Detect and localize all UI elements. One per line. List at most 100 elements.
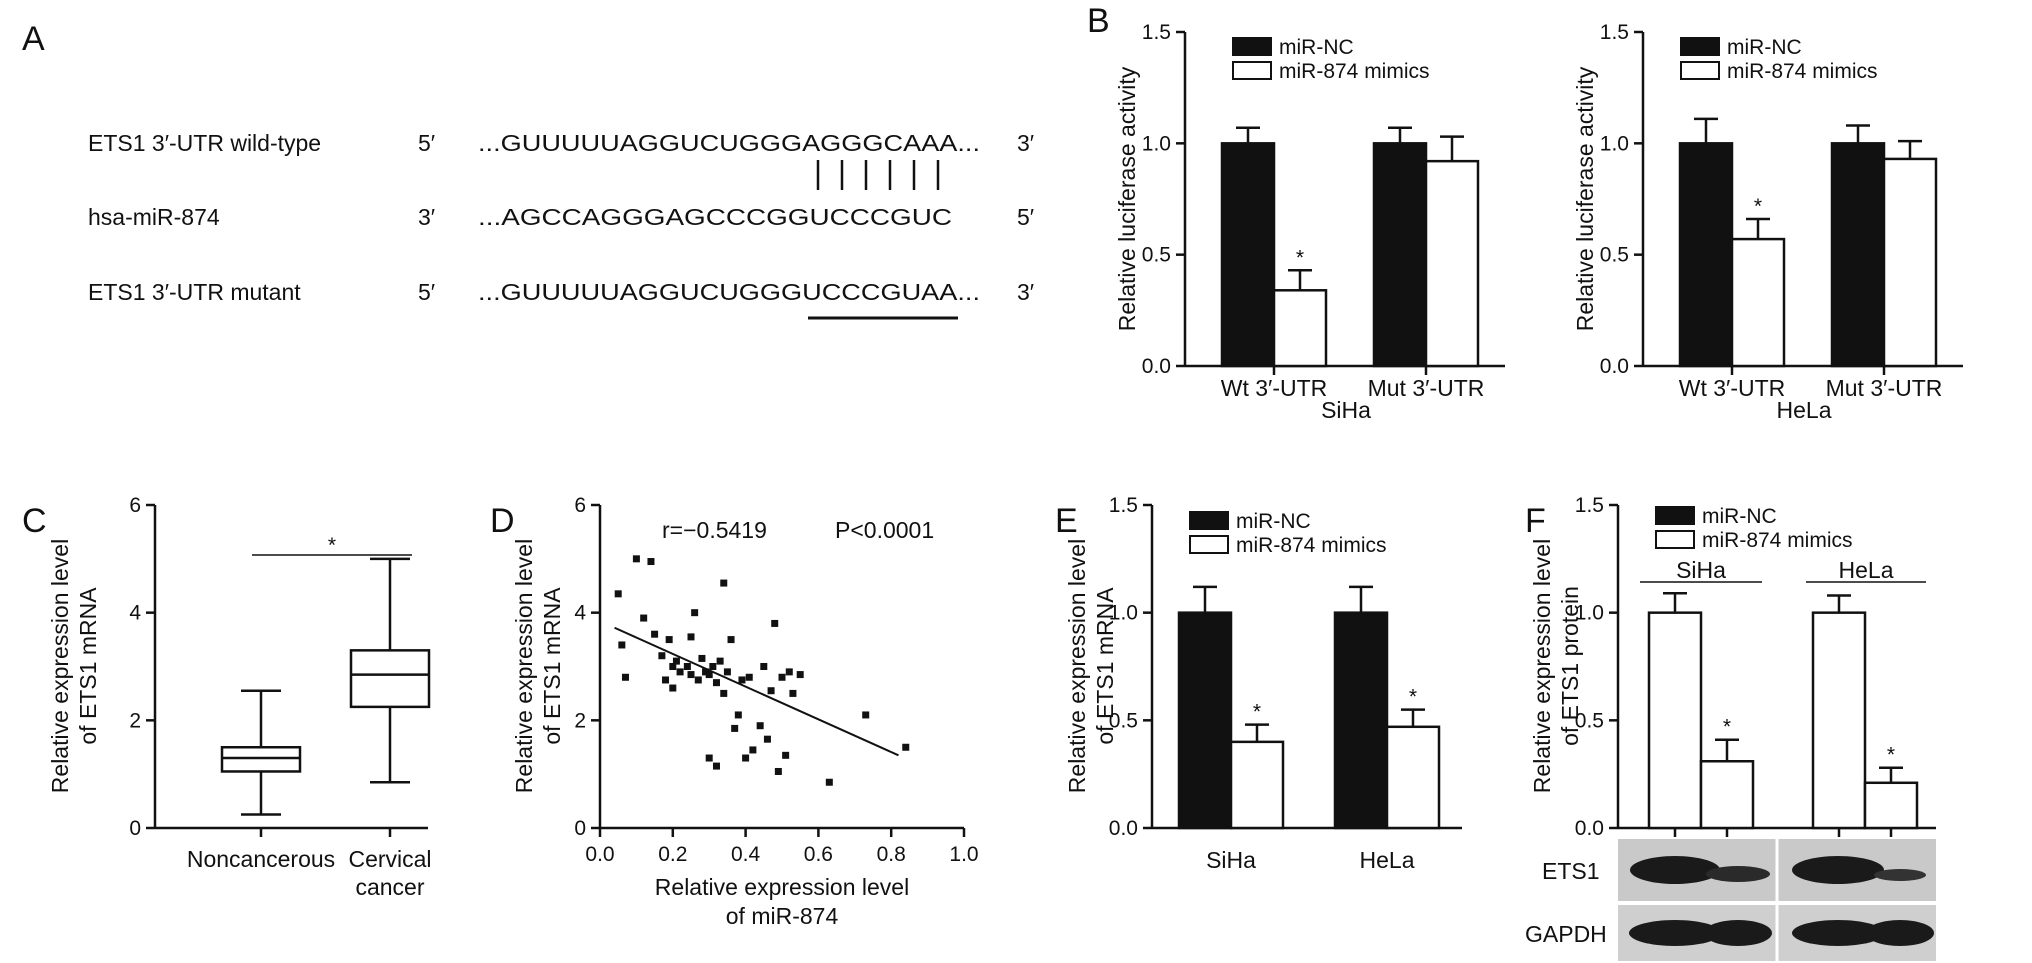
- bar-mir-874-mimics: [1424, 159, 1480, 368]
- scatter-point: [738, 676, 746, 684]
- bar-mir-nc: [1678, 142, 1734, 368]
- scatter-point: [672, 657, 680, 665]
- y-tick-label: 6: [574, 494, 586, 517]
- y-axis-label: Relative luciferase activity: [1114, 66, 1140, 331]
- seq-row-seq-mirna: ...AGCCAGGGAGCCCGGUCCCGUC: [478, 204, 952, 230]
- y-tick-label: 2: [129, 709, 141, 732]
- legend-label: miR-NC: [1727, 36, 1802, 59]
- y-tick-label: 1.5: [1600, 21, 1629, 44]
- scatter-point: [774, 767, 782, 775]
- scatter-point: [731, 724, 739, 732]
- significance-marker: *: [328, 534, 336, 557]
- bar-mir-nc: [1372, 142, 1428, 368]
- y-axis-label: Relative expression levelof ETS1 mRNA: [511, 539, 565, 793]
- scatter-point: [662, 676, 670, 684]
- legend-swatch: [1232, 37, 1272, 56]
- p-value: P<0.0001: [835, 517, 934, 543]
- scatter-point: [694, 676, 702, 684]
- y-axis-label-line1: Relative expression level: [511, 539, 537, 793]
- bar-mir-874-mimics: [1882, 157, 1938, 368]
- x-category-label: Wt 3′-UTR: [1221, 375, 1328, 401]
- blot-band: [1630, 856, 1720, 884]
- bar-mir-nc: [1220, 142, 1276, 368]
- x-tick-label: 0.0: [585, 843, 614, 866]
- box-iqr: [349, 649, 431, 709]
- significance-marker: *: [1296, 246, 1304, 269]
- legend-label: miR-NC: [1702, 505, 1777, 528]
- scatter-point: [709, 663, 717, 670]
- x-category-label: Noncancerous: [187, 846, 335, 872]
- legend-swatch: [1655, 506, 1695, 525]
- y-axis-label-line1: Relative expression level: [1064, 539, 1090, 793]
- bar-mir-874-mimics: [1863, 781, 1919, 830]
- bar-mir-nc: [1647, 611, 1703, 830]
- panel-f-chart: F 0.0 0.5 1.0 1.5 * * Relative expression level…: [1525, 494, 1936, 840]
- y-axis-label-line1: Relative expression level: [47, 539, 73, 793]
- scatter-point: [771, 619, 779, 627]
- x-tick-label: 0.4: [731, 843, 761, 866]
- scatter-point: [640, 614, 648, 622]
- scatter-point: [614, 590, 622, 598]
- y-tick-label: 0.0: [1109, 817, 1138, 840]
- x-tick-label: 0.8: [877, 843, 906, 866]
- significance-marker: *: [1409, 686, 1417, 709]
- y-tick-label: 1.5: [1109, 494, 1138, 517]
- regression-line: [614, 626, 899, 757]
- scatter-point: [712, 679, 720, 687]
- scatter-point: [749, 746, 757, 754]
- seq-row-end3-wildtype: 3′: [1017, 130, 1034, 156]
- legend-label: miR-874 mimics: [1236, 534, 1387, 557]
- panel-letter-a: A: [22, 20, 45, 58]
- scatter-point: [669, 663, 677, 670]
- y-tick-label: 1.5: [1142, 21, 1171, 44]
- seq-row-name-mirna: hsa-miR-874: [88, 204, 220, 230]
- scatter-point: [683, 663, 691, 670]
- significance-marker: *: [1754, 195, 1762, 218]
- bar-mir-nc: [1333, 611, 1389, 830]
- blot-band: [1706, 866, 1770, 882]
- bar-mir-874-mimics: [1730, 237, 1786, 368]
- scatter-point: [669, 684, 677, 692]
- y-axis-label: Relative expression levelof ETS1 protein: [1529, 539, 1583, 793]
- x-category-label: Cervical: [348, 846, 431, 872]
- y-tick-label: 1.0: [1600, 132, 1629, 155]
- scatter-point: [665, 636, 673, 644]
- seq-row-end3-mirna: 5′: [1017, 204, 1034, 230]
- scatter-point: [734, 711, 742, 719]
- y-axis-label: Relative expression levelof ETS1 mRNA: [47, 539, 101, 793]
- x-category-label: SiHa: [1206, 847, 1256, 873]
- seq-row-end5-mutant: 5′: [418, 279, 435, 305]
- scatter-point: [723, 668, 731, 676]
- scatter-point: [742, 754, 750, 762]
- bar-mir-nc: [1811, 611, 1867, 830]
- y-tick-label: 0: [129, 817, 141, 840]
- bar-mir-nc: [1177, 611, 1233, 830]
- legend-swatch: [1680, 37, 1720, 56]
- panel-letter-e: E: [1055, 502, 1078, 540]
- x-axis-label-line1: Relative expression level: [655, 874, 909, 900]
- y-tick-label: 1.0: [1575, 602, 1604, 625]
- scatter-point: [720, 579, 728, 587]
- seq-row-name-wildtype: ETS1 3′-UTR wild-type: [88, 130, 321, 156]
- panel-f-western-blot: ETS1 GAPDH: [1525, 839, 1936, 961]
- panel-a: A ETS1 3′-UTR wild-type 5′ ...GUUUUUAGGU…: [22, 20, 1034, 320]
- scatter-point: [621, 673, 629, 681]
- y-tick-label: 0.5: [1109, 709, 1138, 732]
- scatter-point: [763, 735, 771, 743]
- bar-mir-874-mimics: [1229, 740, 1285, 830]
- scatter-point: [767, 687, 775, 695]
- seq-row-seq-mutant: ...GUUUUUAGGUCUGGGUCCCGUAA...: [478, 279, 980, 305]
- legend-label: miR-NC: [1279, 36, 1354, 59]
- scatter-point: [698, 654, 706, 662]
- legend-label: miR-NC: [1236, 510, 1311, 533]
- panel-b-hela-chart: 0.0 0.5 1.0 1.5 Wt 3′-UTR Mut 3′-UTR * Relative…: [1572, 21, 1963, 423]
- significance-marker: *: [1253, 701, 1261, 724]
- scatter-point: [705, 671, 713, 679]
- legend-label: miR-874 mimics: [1727, 60, 1878, 83]
- x-axis-label-line2: of miR-874: [726, 903, 839, 929]
- scatter-point: [618, 641, 626, 649]
- scatter-point: [862, 711, 870, 719]
- correlation-r: r=−0.5419: [662, 517, 767, 543]
- blot-band: [1866, 920, 1934, 946]
- legend-swatch: [1232, 61, 1272, 80]
